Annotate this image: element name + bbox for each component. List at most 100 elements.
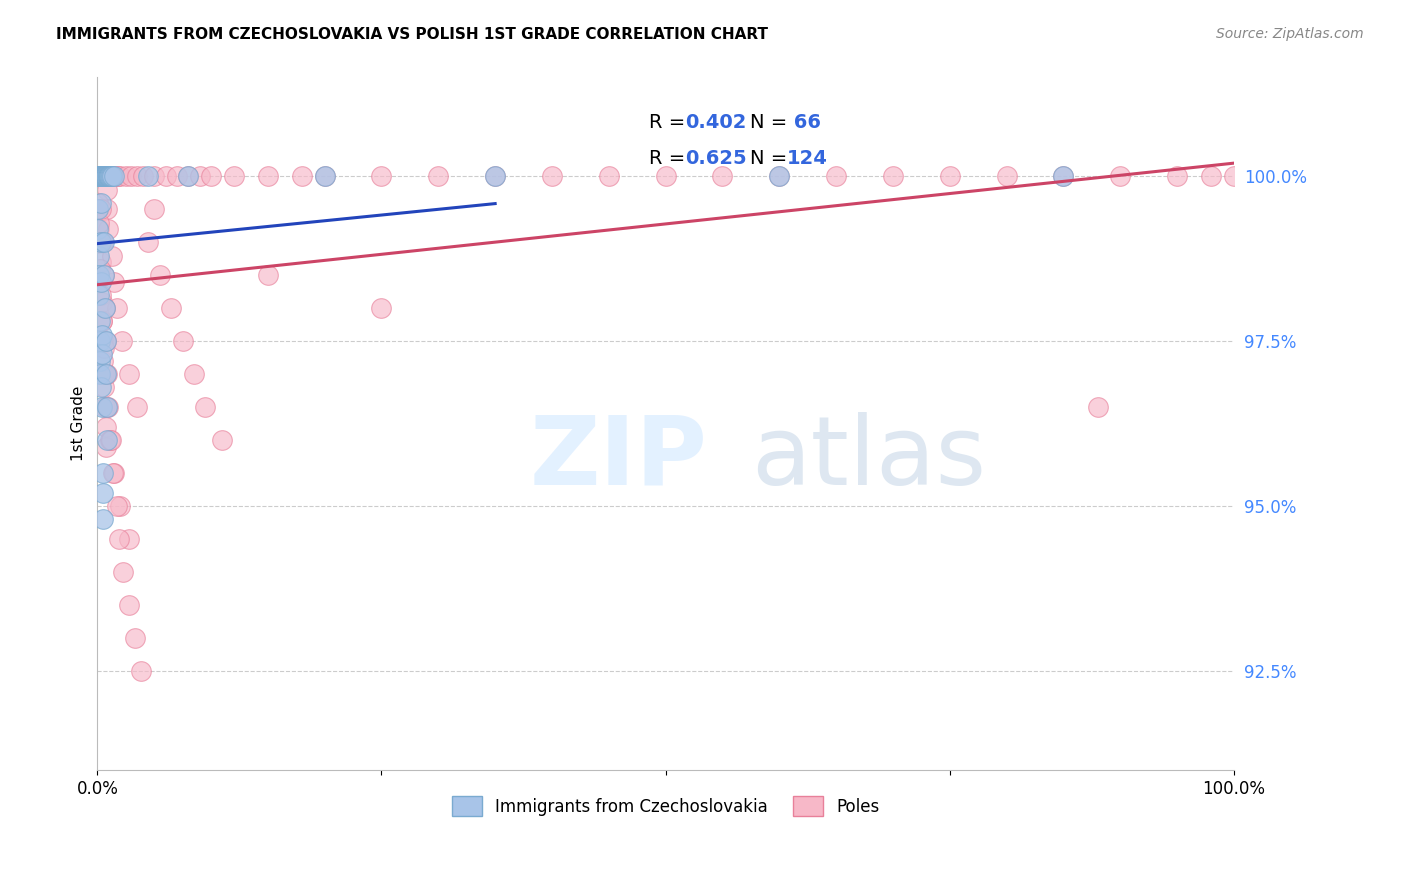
Point (90, 288, 112, 302)
Point (93, 341, 115, 355)
Point (127, 169, 149, 184)
Point (89, 288, 111, 302)
Point (90, 235, 112, 250)
Point (291, 169, 314, 184)
Point (103, 169, 125, 184)
Text: N =: N = (749, 149, 793, 168)
Point (94, 301, 117, 316)
Point (484, 169, 506, 184)
Point (89, 169, 111, 184)
Point (93, 380, 115, 394)
Text: ZIP: ZIP (529, 412, 707, 505)
Point (89, 169, 111, 184)
Point (96, 169, 118, 184)
Point (93, 169, 115, 184)
Point (89, 314, 111, 328)
Point (93, 268, 115, 283)
Point (90, 195, 112, 210)
Point (96, 368, 118, 382)
Point (89, 222, 111, 236)
Point (541, 169, 564, 184)
Point (97, 222, 120, 236)
Point (939, 169, 962, 184)
Point (882, 169, 904, 184)
Point (91, 334, 114, 349)
Point (91, 169, 114, 184)
Point (112, 565, 135, 579)
Point (87, 215, 110, 229)
Point (103, 275, 125, 289)
Point (90, 202, 112, 217)
Point (90, 169, 112, 184)
Point (1052, 169, 1074, 184)
Point (370, 169, 392, 184)
Point (96, 183, 118, 197)
Point (87, 195, 110, 210)
Point (118, 598, 141, 612)
Point (89, 354, 111, 368)
Point (98, 434, 121, 448)
Point (94, 401, 117, 415)
Point (90, 169, 112, 184)
Point (93, 169, 115, 184)
Point (90, 169, 112, 184)
Point (129, 664, 152, 678)
Point (111, 334, 134, 349)
Point (90, 169, 112, 184)
Point (94, 301, 117, 316)
Point (768, 169, 790, 184)
Point (188, 169, 211, 184)
Point (96, 169, 118, 184)
Point (90, 255, 112, 269)
Point (93, 268, 115, 283)
Point (93, 169, 115, 184)
Point (94, 169, 117, 184)
Point (87, 169, 110, 184)
Point (598, 169, 620, 184)
Point (91, 347, 114, 361)
Text: 0.402: 0.402 (685, 113, 747, 132)
Point (825, 169, 848, 184)
Point (108, 532, 131, 546)
Point (96, 434, 118, 448)
Point (103, 169, 125, 184)
Point (87, 169, 110, 184)
Point (100, 434, 122, 448)
Point (101, 248, 124, 262)
Point (94, 368, 117, 382)
Point (143, 202, 166, 217)
Point (87, 222, 110, 236)
Point (211, 434, 233, 448)
Point (87, 268, 110, 283)
Text: atlas: atlas (751, 412, 986, 505)
Point (118, 368, 141, 382)
Point (87, 248, 110, 262)
Point (94, 420, 117, 434)
Point (138, 169, 160, 184)
Point (114, 169, 136, 184)
Point (96, 401, 118, 415)
Point (91, 314, 114, 328)
Point (138, 235, 160, 250)
Point (93, 235, 115, 250)
Point (97, 169, 120, 184)
Text: 0.625: 0.625 (685, 149, 747, 168)
Point (87, 169, 110, 184)
Point (87, 169, 110, 184)
Text: IMMIGRANTS FROM CZECHOSLOVAKIA VS POLISH 1ST GRADE CORRELATION CHART: IMMIGRANTS FROM CZECHOSLOVAKIA VS POLISH… (56, 27, 768, 42)
Point (87, 202, 110, 217)
Point (89, 235, 111, 250)
Point (96, 440, 118, 454)
Point (90, 275, 112, 289)
Point (1223, 169, 1246, 184)
Point (768, 169, 790, 184)
Point (96, 202, 118, 217)
Point (103, 466, 125, 480)
Point (94, 169, 117, 184)
Point (87, 169, 110, 184)
Point (118, 532, 141, 546)
Point (427, 169, 450, 184)
Point (89, 334, 111, 349)
Point (124, 631, 146, 645)
Point (314, 169, 336, 184)
